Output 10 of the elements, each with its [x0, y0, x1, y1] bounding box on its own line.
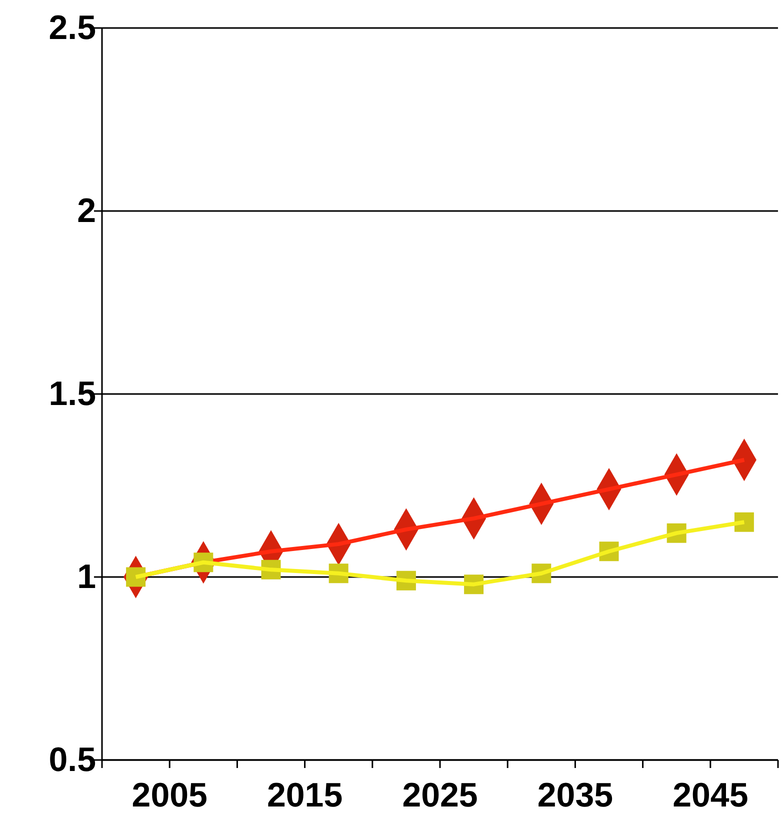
y-tick-label: 2.5: [48, 8, 96, 47]
x-tick-label: 2015: [266, 776, 343, 815]
x-tick-label: 2025: [402, 776, 478, 815]
y-tick-label: 1: [77, 558, 96, 596]
x-tick-label: 2035: [537, 776, 614, 815]
x-tick-label: 2005: [132, 776, 208, 815]
x-tick-label: 2045: [672, 776, 748, 815]
y-tick-label: 2: [77, 192, 96, 230]
y-tick-label: 1.5: [48, 374, 96, 413]
y-tick-label: 0.5: [48, 740, 96, 779]
